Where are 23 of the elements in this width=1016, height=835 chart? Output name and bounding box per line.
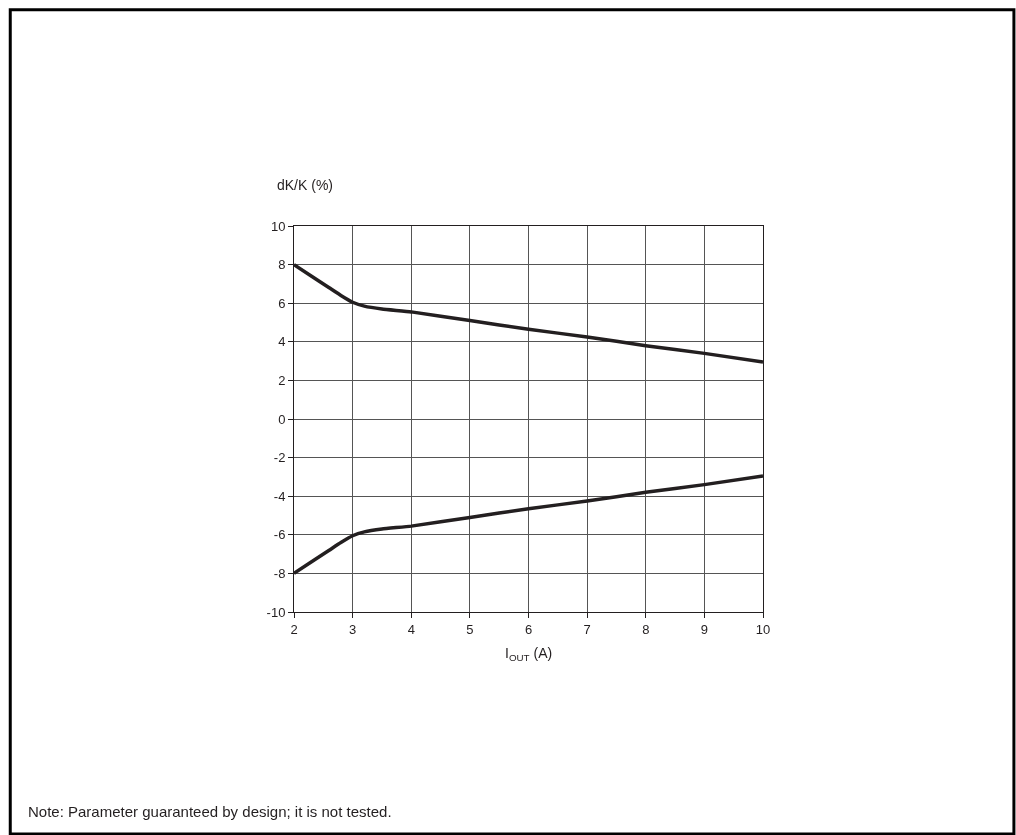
y-tick-label: 6 <box>278 295 286 311</box>
y-tick-label: 8 <box>278 257 286 273</box>
y-tick-label: -10 <box>266 604 286 620</box>
x-tick-label: 3 <box>349 621 357 637</box>
text: Note: Parameter guaranteed by design; it is not tested. <box>28 803 392 820</box>
x-axis-title: I$_{OUT}$ (A) <box>505 645 553 663</box>
x-tick-label: 8 <box>642 621 650 637</box>
y-tick-label: -4 <box>273 488 286 504</box>
y-tick-label: -6 <box>273 527 286 543</box>
y-tick-label: 4 <box>278 334 286 350</box>
y-tick-label: -2 <box>273 450 286 466</box>
x-tick-label: 6 <box>524 621 533 637</box>
x-tick-label: 2 <box>290 621 298 637</box>
y-tick-label: 2 <box>278 372 286 388</box>
y-axis-title: dK/K (%) <box>277 177 334 193</box>
x-tick-label: 9 <box>700 621 708 637</box>
x-tick-label: 5 <box>466 621 474 637</box>
x-tick-label: 10 <box>755 621 771 637</box>
x-tick-label: 4 <box>407 621 415 637</box>
y-tick-label: 10 <box>270 218 286 234</box>
y-tick-label: -8 <box>273 565 286 581</box>
x-tick-label: 7 <box>583 621 591 637</box>
y-tick-label: 0 <box>278 411 286 427</box>
